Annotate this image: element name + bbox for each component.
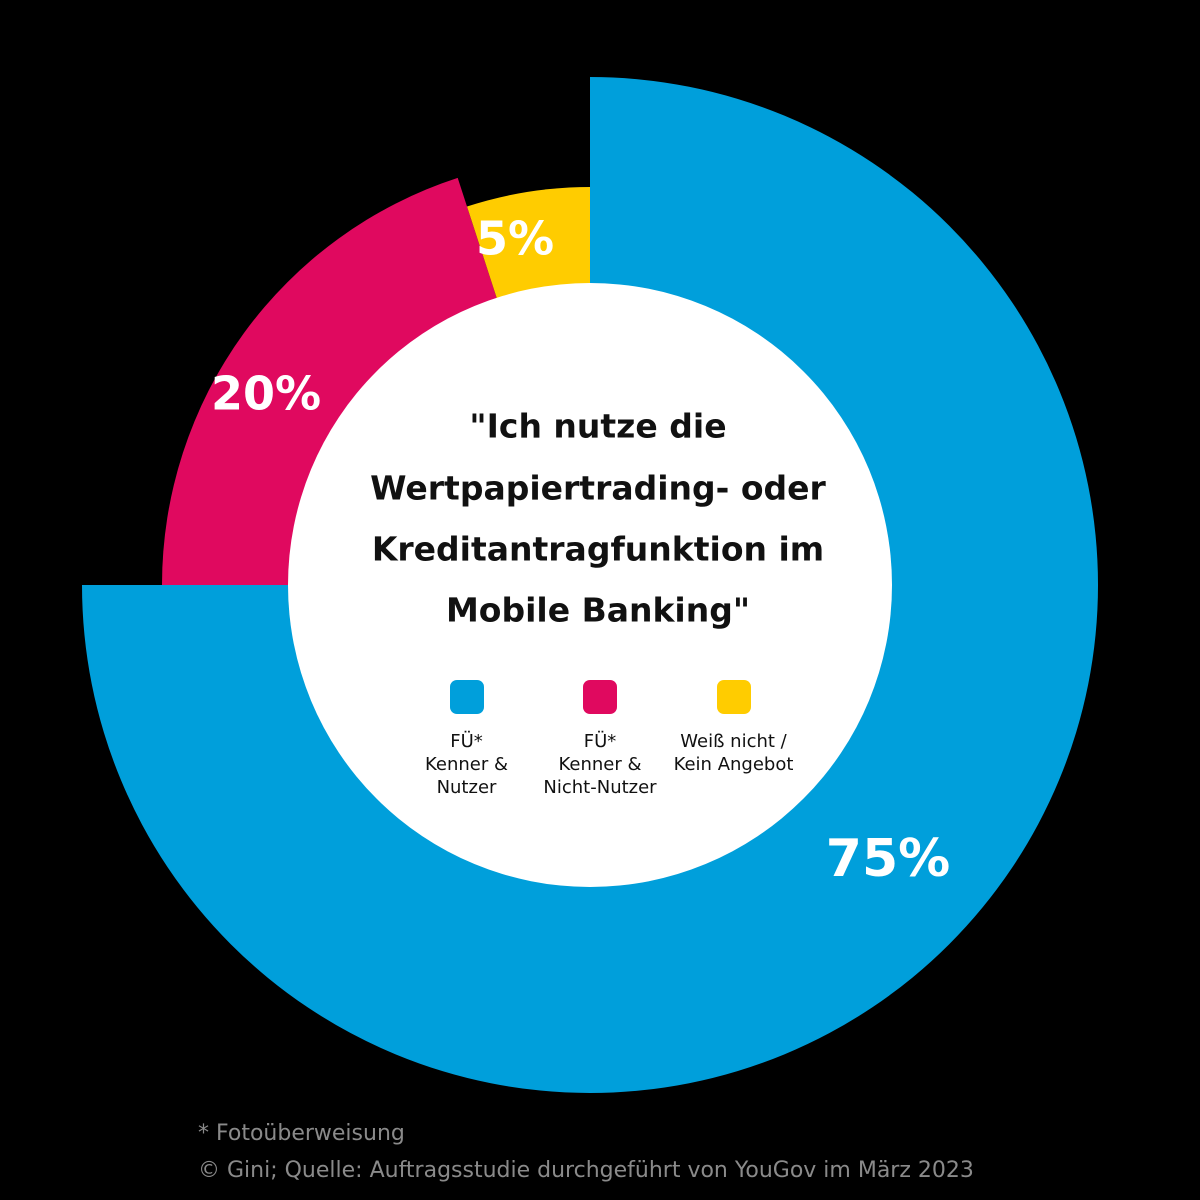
legend-label: FÜ* Kenner & Nutzer <box>424 731 509 798</box>
source-note: © Gini; Quelle: Auftragsstudie durchgefü… <box>198 1158 974 1183</box>
legend-swatch <box>449 680 484 714</box>
legend-label: FÜ* Kenner & Nicht-Nutzer <box>543 731 657 798</box>
legend-swatch <box>583 680 617 714</box>
slice-value-label: 5% <box>476 212 554 266</box>
footnote: * Fotoüberweisung <box>198 1121 405 1146</box>
value-labels: 75% 20% 5% <box>211 212 950 890</box>
legend-swatch <box>716 680 751 714</box>
legend-item: FÜ* Kenner & Nutzer <box>400 680 533 799</box>
chart-title-line: "Ich nutze die <box>469 407 726 446</box>
slice-value-label: 75% <box>826 829 950 889</box>
legend-item: Weiß nicht / Kein Angebot <box>667 680 800 799</box>
chart-title-line: Mobile Banking" <box>446 591 750 630</box>
chart-title-line: Wertpapiertrading- oder <box>370 469 826 508</box>
chart-title-line: Kreditantragfunktion im <box>372 530 824 569</box>
legend-item: FÜ* Kenner & Nicht-Nutzer <box>534 680 667 799</box>
donut-center-circle <box>288 283 892 887</box>
chart-title: "Ich nutze die Wertpapiertrading- oder Kre… <box>370 407 826 630</box>
legend: FÜ* Kenner & Nutzer FÜ* Kenner & Nicht-N… <box>400 680 800 799</box>
slice-value-label: 20% <box>211 367 321 421</box>
legend-label: Weiß nicht / Kein Angebot <box>673 731 794 775</box>
